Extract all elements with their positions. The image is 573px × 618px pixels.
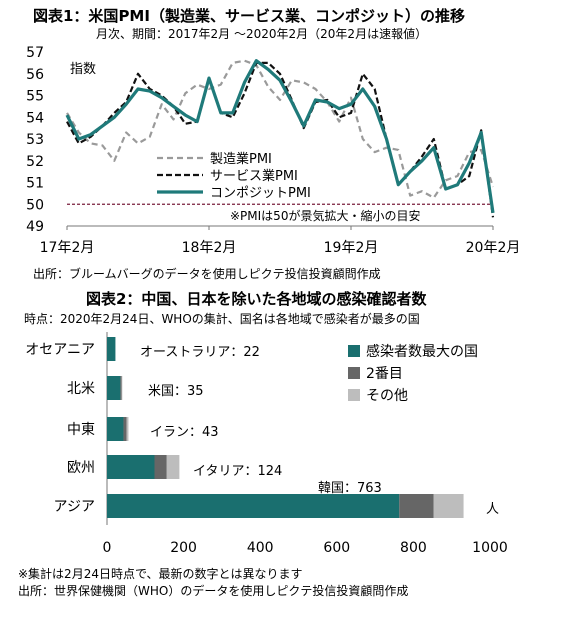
chart2-bar-0 <box>107 494 400 518</box>
chart1-x-tick: 18年2月 <box>182 240 237 256</box>
chart2-source: 出所：世界保健機関（WHO）のデータを使用しピクテ投信投資顧問作成 <box>18 584 409 598</box>
chart2-x-tick: 400 <box>247 540 274 556</box>
chart1-y-tick: 50 <box>26 197 44 213</box>
chart1-x-tick: 17年2月 <box>40 240 95 256</box>
chart2-legend-swatch-0 <box>348 345 360 357</box>
chart1-y-tick: 49 <box>26 219 44 235</box>
chart1-x-tick: 19年2月 <box>324 240 379 256</box>
chart2-data-label: 米国：35 <box>148 384 204 399</box>
chart2-legend-swatch-1 <box>348 367 360 379</box>
chart2-x-tick: 800 <box>400 540 427 556</box>
chart2-bar-2 <box>126 417 129 441</box>
chart1-y-tick: 54 <box>26 110 44 126</box>
chart1-y-tick: 52 <box>26 154 44 170</box>
chart1-legend-label-2: コンポジットPMI <box>210 186 311 201</box>
chart1-series-line-2 <box>65 59 495 214</box>
chart1-y-tick: 51 <box>26 176 44 192</box>
chart1-y-tick: 57 <box>26 45 44 61</box>
chart2-data-label: オーストラリア：22 <box>140 345 260 360</box>
chart2-x-tick: 1000 <box>472 540 508 556</box>
chart2-bar-0 <box>107 455 155 479</box>
chart2-x-tick: 600 <box>323 540 350 556</box>
chart2-data-label: イタリア：124 <box>193 464 282 479</box>
chart1-legend-label-0: 製造業PMI <box>210 151 272 167</box>
chart2-legend-label-2: その他 <box>366 388 408 404</box>
chart2-legend-swatch-2 <box>348 389 360 401</box>
chart2-bar-1 <box>123 417 127 441</box>
chart2-bar-0 <box>107 337 116 361</box>
chart2-category-label: 北米 <box>67 381 95 397</box>
chart2-category-label: 欧州 <box>67 460 95 476</box>
chart2-bar-1 <box>399 494 434 518</box>
chart2-category-label: 中東 <box>67 422 95 438</box>
chart2-subtitle: 時点：2020年2月24日、WHOの集計、国名は各地域で感染者が最多の国 <box>24 312 420 326</box>
chart1-x-tick: 20年2月 <box>466 240 521 256</box>
chart2-x-tick: 200 <box>170 540 197 556</box>
chart2-bar-2 <box>433 494 464 518</box>
chart1-y-tick: 55 <box>26 89 44 105</box>
chart2-category-label: オセアニア <box>25 342 95 358</box>
chart1-plot: 49 50 51 52 53 54 55 56 57 指数 17年2月 18年2月 19年2月 20年2月… <box>26 45 520 256</box>
chart2-data-label: 韓国：763 <box>318 481 382 496</box>
chart2-plot: オセアニア オーストラリア：22 北米 米国：35 中東 イラン：43 欧州 イタリア：124… <box>25 332 508 556</box>
chart1-title: 図表1：米国PMI（製造業、サービス業、コンポジット）の推移 <box>33 7 465 25</box>
chart1-subtitle: 月次、期間：2017年2月 ～2020年2月（20年2月は速報値） <box>96 27 428 41</box>
chart1-note: ※PMIは50が景気拡大・縮小の目安 <box>230 208 420 223</box>
chart1-source: 出所：ブルームバーグのデータを使用しピクテ投信投資顧問作成 <box>33 267 381 281</box>
chart2-bar-2 <box>121 376 123 400</box>
chart2-bar-1 <box>120 376 122 400</box>
chart1-y-label: 指数 <box>70 62 96 77</box>
chart2-bar-0 <box>107 417 124 441</box>
chart2-bar-0 <box>107 376 121 400</box>
chart2-legend-label-1: 2番目 <box>366 366 403 382</box>
chart2-data-label: イラン：43 <box>150 425 219 440</box>
chart1-series-line-0 <box>66 59 495 199</box>
chart2-category-label: アジア <box>54 499 95 515</box>
chart2-title: 図表2：中国、日本を除いた各地域の感染確認者数 <box>86 290 427 308</box>
chart1-legend-label-1: サービス業PMI <box>210 168 298 184</box>
chart1-series-line-1 <box>66 61 495 218</box>
chart2-note: ※集計は2月24日時点で、最新の数字とは異なります <box>18 567 303 581</box>
chart2-bar-2 <box>166 455 180 479</box>
chart1-y-tick: 56 <box>26 67 44 83</box>
chart2-legend-label-0: 感染者数最大の国 <box>366 343 478 360</box>
chart1-y-tick: 53 <box>26 132 44 148</box>
chart2-x-tick: 0 <box>103 540 112 556</box>
chart2-bar-1 <box>154 455 167 479</box>
chart2-unit: 人 <box>486 502 499 517</box>
